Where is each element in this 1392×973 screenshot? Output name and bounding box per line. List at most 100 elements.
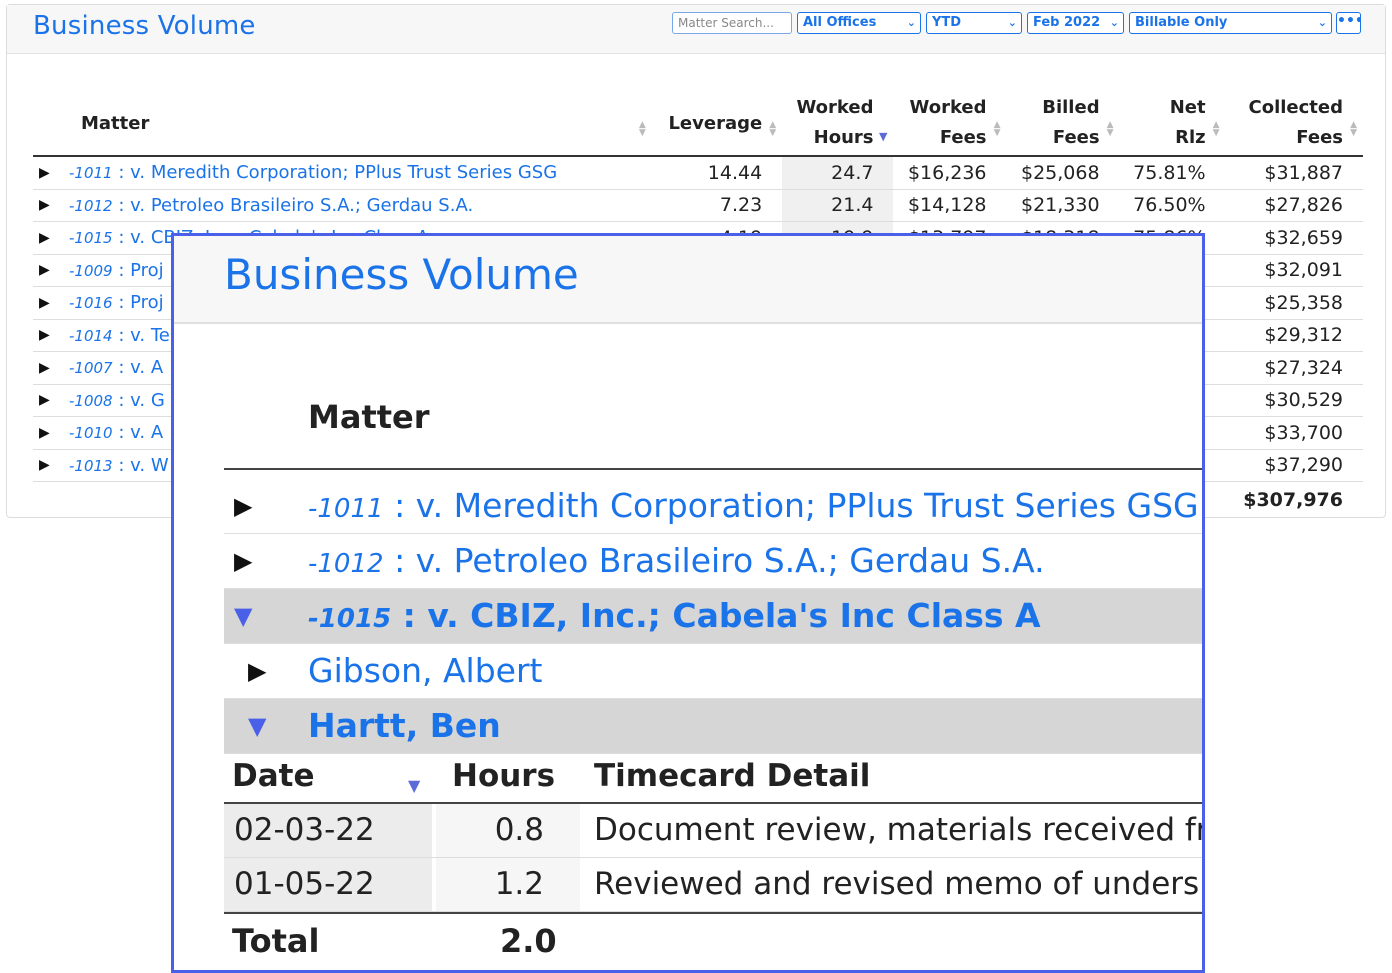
panel-header: Business Volume Matter Search... All Off… — [7, 5, 1385, 54]
matter-name: : v. A — [118, 357, 164, 379]
matter-name: : Proj — [118, 259, 164, 281]
office-select[interactable]: All Offices ⌄ — [797, 12, 921, 34]
column-header-billed-fees[interactable]: Billed Fees ▲ ▼ — [1006, 77, 1120, 157]
table-row[interactable]: ▶ -1012 : v. Petroleo Brasileiro S.A.; Ge… — [33, 189, 1363, 222]
worked-hours-cell: 24.7 — [782, 156, 894, 190]
matter-name: : v. A — [118, 422, 164, 444]
collected-fees-cell: $29,312 — [1225, 319, 1363, 352]
matter-link[interactable]: -1011 : v. Meredith Corporation; PPlus T… — [308, 486, 1199, 525]
timecard-header-row: Date ▼ Hours Timecard Detail — [224, 756, 1202, 804]
expand-arrow-icon[interactable]: ▶ — [234, 492, 253, 520]
matter-id: -1012 — [69, 196, 113, 215]
period-select-value: YTD — [932, 15, 962, 30]
expand-arrow-icon[interactable]: ▶ — [33, 189, 69, 222]
table-row[interactable]: ▶ -1011 : v. Meredith Corporation; PPlus … — [33, 156, 1363, 190]
expand-arrow-icon[interactable]: ▶ — [33, 351, 69, 385]
zoom-matter-row-expanded[interactable]: ▼ -1015 : v. CBIZ, Inc.; Cabela's Inc Cl… — [224, 589, 1202, 644]
table-header-row: Matter ▲ ▼ Leverage ▲ ▼ Worked Hours ▼ Worked F… — [33, 77, 1363, 157]
sort-descending-icon: ▼ — [879, 130, 888, 143]
billable-select[interactable]: Billable Only ⌄ — [1129, 12, 1332, 34]
column-header-worked-hours[interactable]: Worked Hours ▼ — [782, 77, 894, 157]
column-header-date[interactable]: Date — [232, 758, 315, 794]
column-header-collected-fees[interactable]: Collected Fees ▲ ▼ — [1225, 77, 1363, 157]
timekeeper-row[interactable]: ▶ Gibson, Albert — [224, 644, 1202, 699]
matter-id: -1011 — [69, 164, 113, 183]
page-title: Business Volume — [33, 11, 256, 41]
timekeeper-link[interactable]: Gibson, Albert — [308, 651, 543, 690]
table-total-row: $307,976 — [33, 482, 1363, 516]
period-select[interactable]: YTD ⌄ — [926, 12, 1022, 34]
expand-arrow-icon[interactable]: ▶ — [33, 449, 69, 482]
matter-id: -1015 — [69, 229, 113, 248]
zoom-title: Business Volume — [224, 250, 579, 299]
matter-id: -1007 — [69, 359, 113, 378]
expand-arrow-icon[interactable]: ▶ — [33, 221, 69, 255]
timecard-date: 01-05-22 — [224, 858, 434, 911]
billable-select-value: Billable Only — [1135, 15, 1228, 30]
collected-fees-cell: $27,324 — [1225, 351, 1363, 385]
more-options-button[interactable]: ••• — [1336, 12, 1361, 34]
matter-link[interactable]: -1012 : v. Petroleo Brasileiro S.A.; Ger… — [69, 189, 652, 222]
billed-fees-cell: $21,330 — [1006, 189, 1120, 222]
expand-arrow-icon[interactable]: ▶ — [234, 547, 253, 575]
net-rlz-cell: 75.81% — [1119, 156, 1226, 190]
collapse-arrow-icon[interactable]: ▼ — [234, 602, 253, 630]
billed-fees-cell: $25,068 — [1006, 156, 1120, 190]
collected-fees-cell: $33,700 — [1225, 416, 1363, 450]
collected-fees-cell: $37,290 — [1225, 449, 1363, 482]
matter-link[interactable]: -1015 : v. CBIZ, Inc.; Cabela's Inc Clas… — [308, 596, 1041, 635]
chevron-down-icon: ⌄ — [1109, 16, 1119, 29]
sort-icon: ▲ ▼ — [1350, 120, 1357, 138]
column-header-timecard-detail[interactable]: Timecard Detail — [594, 758, 871, 794]
expand-arrow-icon[interactable]: ▶ — [33, 384, 69, 417]
expand-arrow-icon[interactable]: ▶ — [33, 319, 69, 352]
zoom-column-header-matter[interactable]: Matter — [308, 398, 430, 436]
matter-name: : v. Petroleo Brasileiro S.A.; Gerdau S.… — [118, 194, 474, 216]
collapse-arrow-icon[interactable]: ▼ — [248, 712, 267, 740]
matter-link[interactable]: -1012 : v. Petroleo Brasileiro S.A.; Ger… — [308, 541, 1045, 580]
matter-name: : v. G — [118, 389, 165, 411]
timecard-date: 02-03-22 — [224, 804, 434, 857]
expand-arrow-icon[interactable]: ▶ — [248, 657, 267, 685]
zoom-header: Business Volume — [174, 236, 1202, 324]
matter-search-input[interactable]: Matter Search... — [672, 12, 792, 34]
expand-arrow-icon[interactable]: ▶ — [33, 254, 69, 287]
zoomed-detail-callout: Business Volume Matter ▶ -1011 : v. Mere… — [171, 233, 1205, 973]
expand-arrow-icon[interactable]: ▶ — [33, 416, 69, 450]
timecard-row: 02-03-22 0.8 Document review, materials … — [224, 804, 1205, 858]
sort-icon: ▲ ▼ — [1212, 120, 1220, 138]
timekeeper-link[interactable]: Hartt, Ben — [308, 706, 501, 745]
matter-id: -1016 — [69, 294, 113, 313]
month-select[interactable]: Feb 2022 ⌄ — [1027, 12, 1124, 34]
timecard-detail: Document review, materials received fr — [594, 812, 1205, 848]
zoom-matter-row[interactable]: ▶ -1012 : v. Petroleo Brasileiro S.A.; G… — [224, 534, 1202, 589]
matter-id: -1009 — [69, 261, 113, 280]
total-hours: 2.0 — [500, 922, 557, 960]
column-header-leverage[interactable]: Leverage ▲ ▼ — [651, 77, 783, 157]
chevron-down-icon: ⌄ — [1007, 16, 1017, 29]
expand-arrow-icon[interactable]: ▶ — [33, 286, 69, 320]
sort-icon: ▲ ▼ — [769, 120, 777, 138]
sort-icon: ▲ ▼ — [993, 120, 1001, 138]
matter-id: -1013 — [69, 456, 113, 475]
matter-name: : v. Te — [118, 324, 170, 346]
timecard-row: 01-05-22 1.2 Reviewed and revised memo o… — [224, 858, 1202, 912]
column-header-net-rlz[interactable]: Net Rlz ▲ ▼ — [1119, 77, 1226, 157]
matter-name: : v. Meredith Corporation; PPlus Trust S… — [118, 162, 558, 184]
collected-fees-cell: $30,529 — [1225, 384, 1363, 417]
column-header-matter[interactable]: Matter ▲ ▼ — [33, 77, 652, 157]
sort-descending-icon: ▼ — [408, 776, 421, 795]
column-header-hours[interactable]: Hours — [452, 758, 556, 794]
timecard-detail: Reviewed and revised memo of unders — [594, 866, 1200, 902]
expand-arrow-icon[interactable]: ▶ — [33, 156, 69, 190]
zoom-matter-row[interactable]: ▶ -1011 : v. Meredith Corporation; PPlus… — [224, 479, 1202, 534]
matter-link[interactable]: -1011 : v. Meredith Corporation; PPlus T… — [69, 156, 652, 190]
net-rlz-cell: 76.50% — [1119, 189, 1226, 222]
worked-hours-cell: 21.4 — [782, 189, 894, 222]
matter-id: -1010 — [69, 424, 113, 443]
chevron-down-icon: ⌄ — [1317, 16, 1327, 29]
column-header-worked-fees[interactable]: Worked Fees ▲ ▼ — [893, 77, 1007, 157]
collected-fees-cell: $32,659 — [1225, 221, 1363, 255]
timekeeper-row-expanded[interactable]: ▼ Hartt, Ben — [224, 699, 1202, 754]
timecard-hours: 1.2 — [436, 858, 582, 911]
